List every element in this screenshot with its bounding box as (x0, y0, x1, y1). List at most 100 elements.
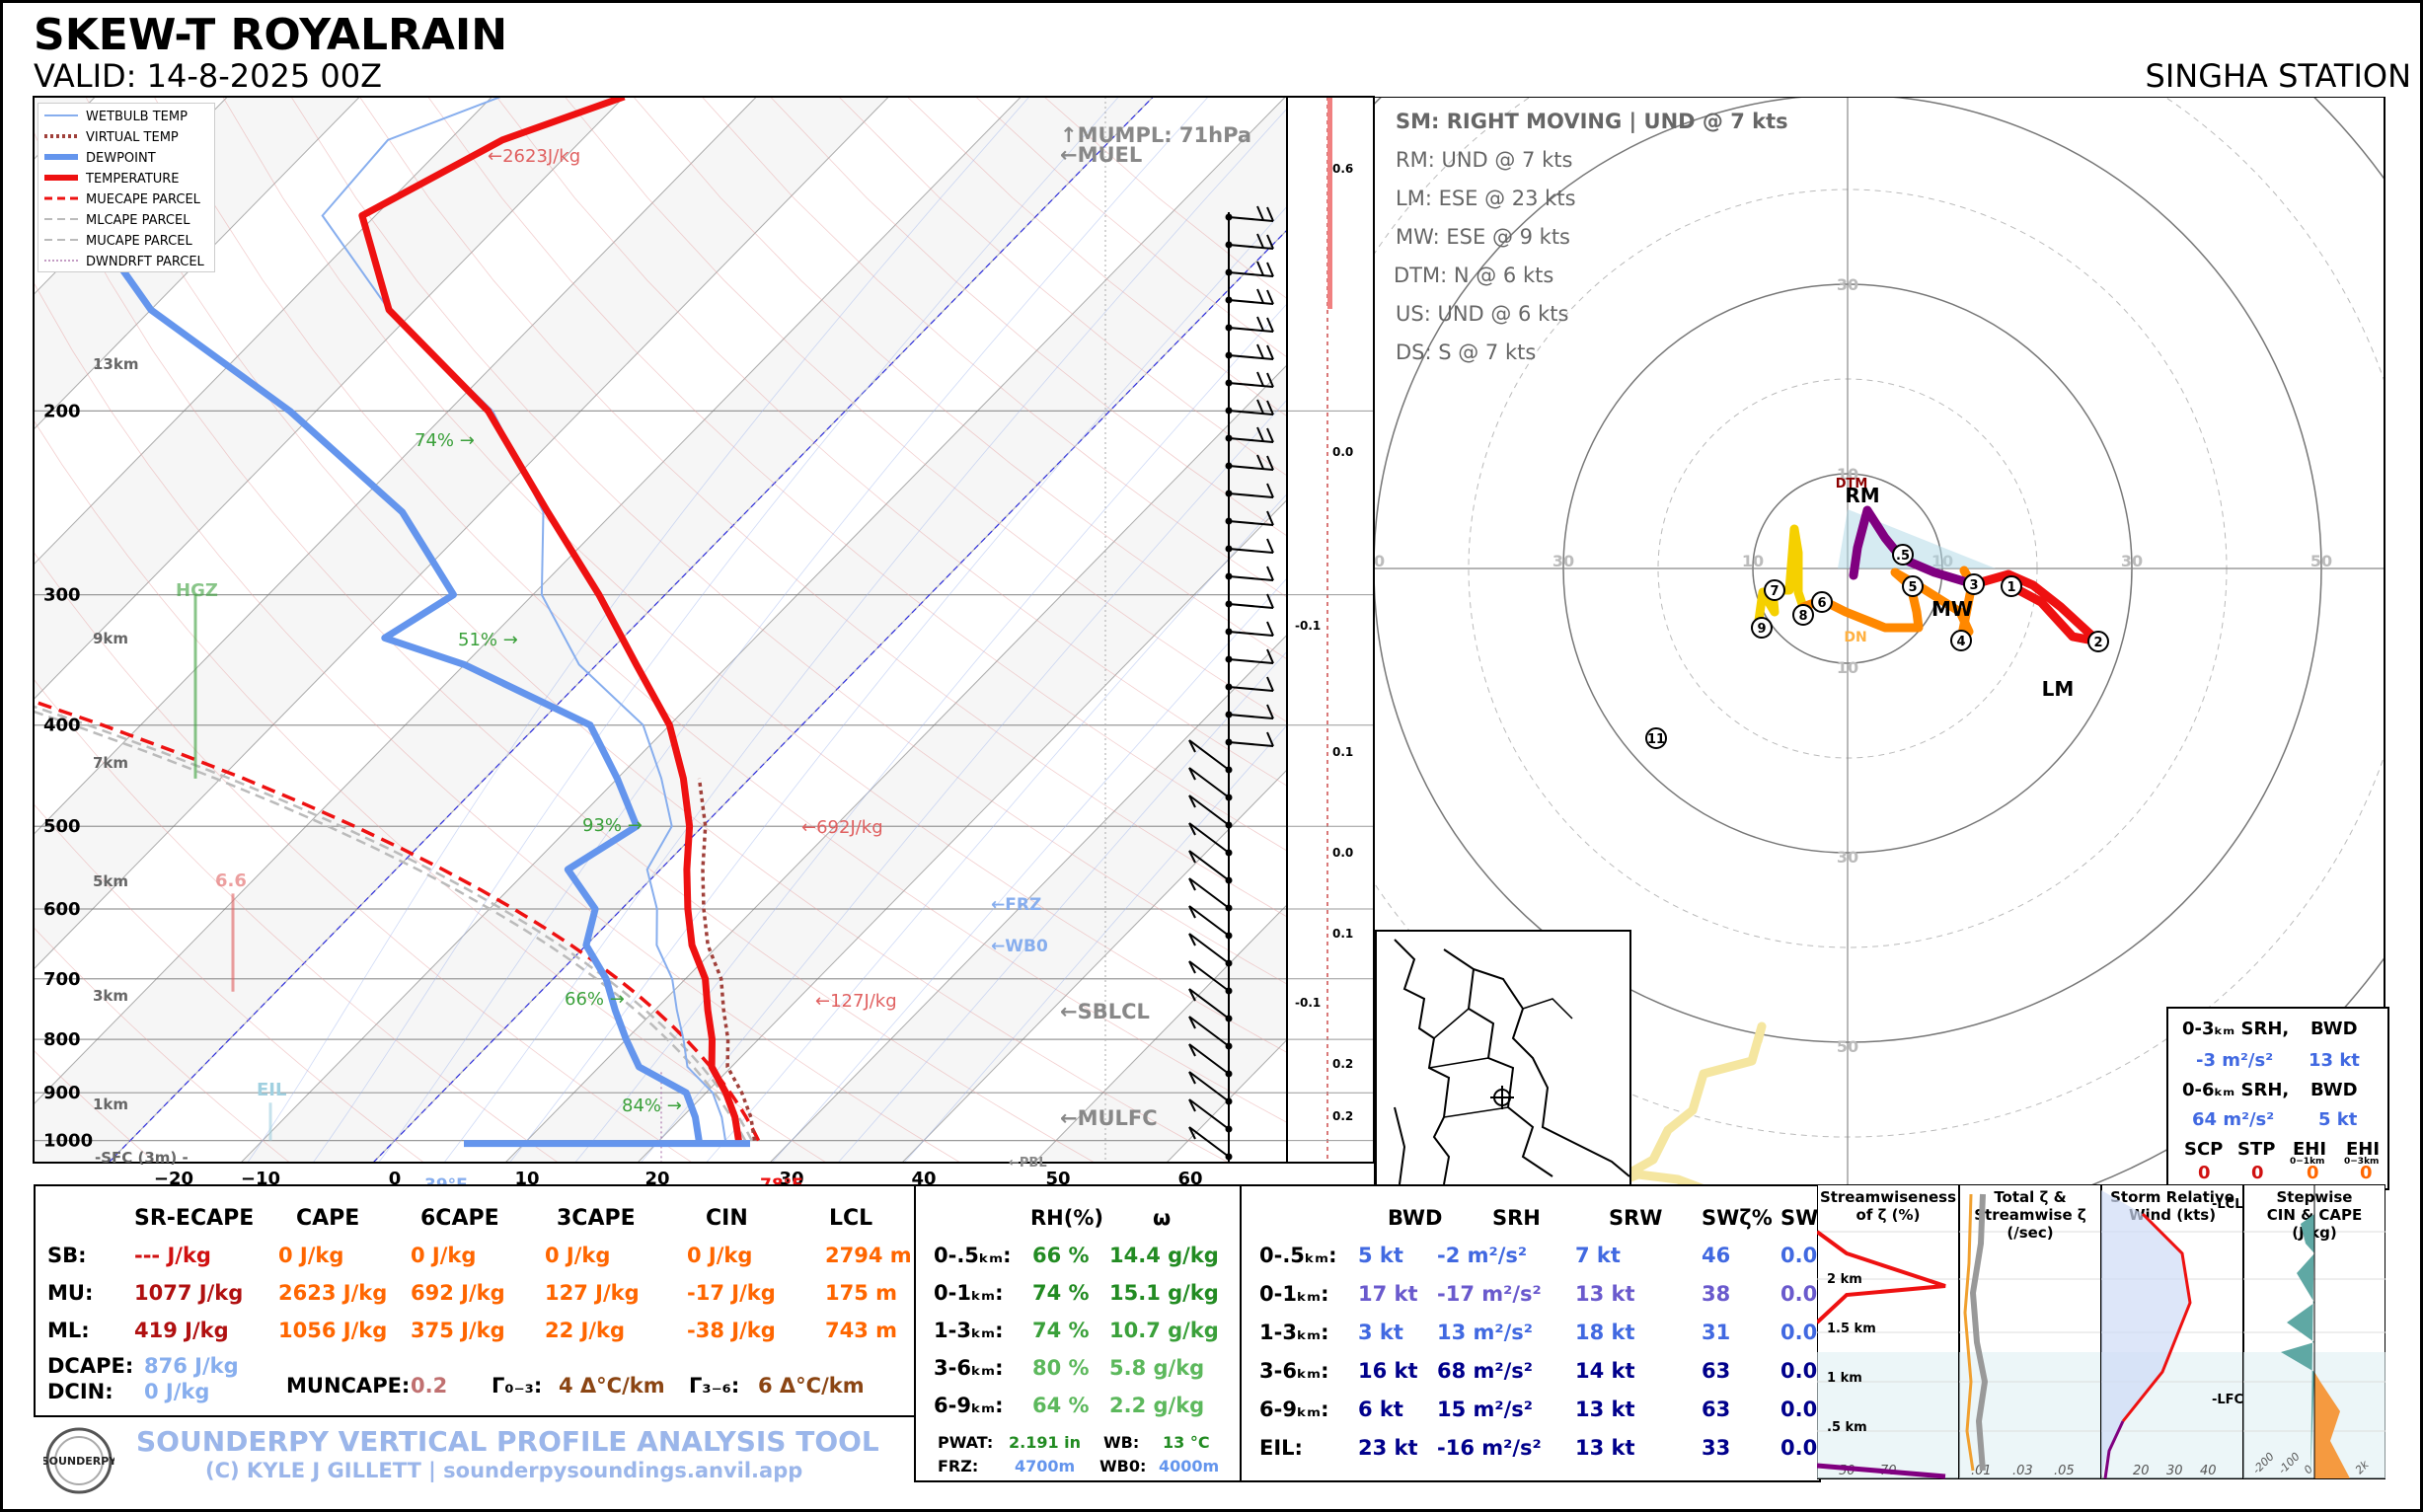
mini3-title: Storm Relative (2110, 1188, 2234, 1206)
stp-value: 0 (2251, 1163, 2264, 1183)
sm-rm: RM: UND @ 7 kts (1396, 148, 1573, 172)
thermo-cell: --- J/kg (134, 1244, 211, 1267)
wind-barb-flag (1266, 289, 1274, 305)
moist-adiabat (247, 97, 1030, 1163)
pressure-label: 800 (43, 1029, 81, 1050)
omega-tick: 0.2 (1332, 1109, 1353, 1123)
wind-barb-flag (1188, 739, 1196, 753)
kin-cell: 13 kt (1575, 1398, 1635, 1421)
th-cape: CAPE (296, 1206, 360, 1231)
wind-barb-flag (1266, 400, 1274, 416)
temp-label: 10 (514, 1169, 539, 1189)
kin-cell: -2 m²/s² (1437, 1244, 1528, 1267)
wind-barb (1188, 1043, 1230, 1075)
thermo-cell: 743 m (825, 1319, 898, 1342)
thermo-row-label: SB: (47, 1244, 87, 1267)
srw-line-low (2103, 1420, 2125, 1479)
thermo-row-label: MU: (47, 1281, 94, 1305)
legend-label: WETBULB TEMP (86, 110, 188, 124)
streamwiseness-line-low (1817, 1463, 1946, 1479)
hodo-marker-label: 1 (2007, 580, 2015, 595)
dry-adiabat (34, 803, 424, 1163)
skewt-plot: 0.60.0-0.10.10.00.1-0.10.20.2 2003004005… (0, 96, 1375, 1189)
bwd06-label: BWD (2310, 1080, 2358, 1100)
th-rh: RH(%) (1030, 1206, 1103, 1230)
hodo-ring-label: 50 (1374, 552, 1385, 570)
hodo-marker (1902, 575, 1924, 597)
dry-adiabat (633, 97, 1287, 660)
wind-barb (1188, 1016, 1230, 1047)
kin-cell: 15 m²/s² (1437, 1398, 1533, 1421)
cape-label: ←692J/kg (801, 817, 883, 838)
bwd03-label: BWD (2310, 1019, 2358, 1039)
height-label: 13km (93, 355, 138, 373)
pwat-label: PWAT: (938, 1433, 994, 1452)
hodo-marker (2001, 575, 2022, 597)
moist-adiabat (706, 492, 1287, 1163)
kin-cell: 5 kt (1358, 1244, 1403, 1267)
storm-motion-text: SM: RIGHT MOVING | UND @ 7 kts RM: UND @… (1394, 103, 1788, 372)
wind-barb-flag (1266, 676, 1274, 692)
lfc-tag: -LFC (2212, 1393, 2243, 1407)
moist-row-label: 3-6ₖₘ: (934, 1356, 1004, 1380)
hodo-ring-label: 50 (2310, 552, 2332, 570)
legend-label: DWNDRFT PARCEL (86, 255, 205, 269)
kin-row-label: 0-1ₖₘ: (1259, 1282, 1329, 1306)
mini2-title: Total ζ & (1994, 1188, 2066, 1206)
kin-row-label: 3-6ₖₘ: (1259, 1359, 1329, 1383)
thermo-cell: 0 J/kg (411, 1244, 477, 1267)
mini2-title: (/sec) (2007, 1224, 2053, 1242)
temp-label: −10 (241, 1169, 280, 1189)
mini-height-tick: 1 km (1827, 1371, 1862, 1386)
moist-adiabat (574, 303, 1287, 1163)
kin-cell: -17 m²/s² (1437, 1282, 1542, 1306)
wind-barb (1228, 410, 1274, 416)
footer-tool: SOUNDERPY VERTICAL PROFILE ANALYSIS TOOL (136, 1425, 879, 1458)
height-label: 7km (93, 754, 128, 772)
thermo-cell: -38 J/kg (687, 1319, 776, 1342)
wind-barb-flag (1266, 317, 1274, 333)
th-srecape: SR-ECAPE (134, 1206, 255, 1231)
wind-barb (1228, 548, 1274, 554)
height-label: 1km (93, 1096, 128, 1113)
dry-adiabat (0, 97, 22, 1163)
isotherm (34, 97, 228, 296)
temp-label: 40 (911, 1169, 936, 1189)
thermo-cell: 0 J/kg (278, 1244, 344, 1267)
mini-xtick: .01 (1971, 1464, 1992, 1478)
mini2-title: Streamwise ζ (1974, 1206, 2086, 1224)
thermo-row-label: ML: (47, 1319, 90, 1342)
dry-adiabat (34, 419, 827, 1163)
mini-xtick: .03 (2012, 1464, 2033, 1478)
dry-adiabat (565, 97, 1287, 723)
wind-barb-flag (1256, 316, 1264, 332)
wind-barb-flag (1266, 731, 1274, 747)
wind-barb (1188, 767, 1230, 798)
eil-label: EIL (257, 1080, 286, 1100)
isotherm (34, 97, 360, 430)
isotherm (504, 364, 1287, 1163)
wb0-value: 4000m (1159, 1457, 1220, 1475)
thermo-cell: 2794 m (825, 1244, 912, 1267)
kin-cell: 6 kt (1358, 1398, 1403, 1421)
wind-barb (1228, 492, 1274, 498)
hodo-marker-label: 8 (1798, 609, 1807, 624)
hodo-marker (1764, 579, 1785, 601)
moist-adiabat (903, 724, 1287, 1163)
legend-label: VIRTUAL TEMP (86, 130, 179, 145)
hodo-ring-label: 10 (1742, 552, 1764, 570)
thermo-cell: 1077 J/kg (134, 1281, 244, 1305)
wind-barb-flag (1188, 933, 1196, 946)
legend: WETBULB TEMP VIRTUAL TEMP DEWPOINT TEMPERAT… (38, 103, 215, 272)
th-3cape: 3CAPE (557, 1206, 636, 1231)
wind-barb-flag (1188, 1043, 1196, 1057)
cape-label: ←127J/kg (815, 991, 897, 1012)
hodo-marker-label: .5 (1896, 549, 1910, 564)
sm-mw: MW: ESE @ 9 kts (1396, 225, 1570, 249)
wind-barb-flag (1188, 794, 1196, 808)
muncape-value: 0.2 (411, 1374, 448, 1398)
temp-label: 0 (389, 1169, 402, 1189)
wind-barb (1228, 741, 1274, 747)
rm-label: RM (1845, 484, 1879, 507)
